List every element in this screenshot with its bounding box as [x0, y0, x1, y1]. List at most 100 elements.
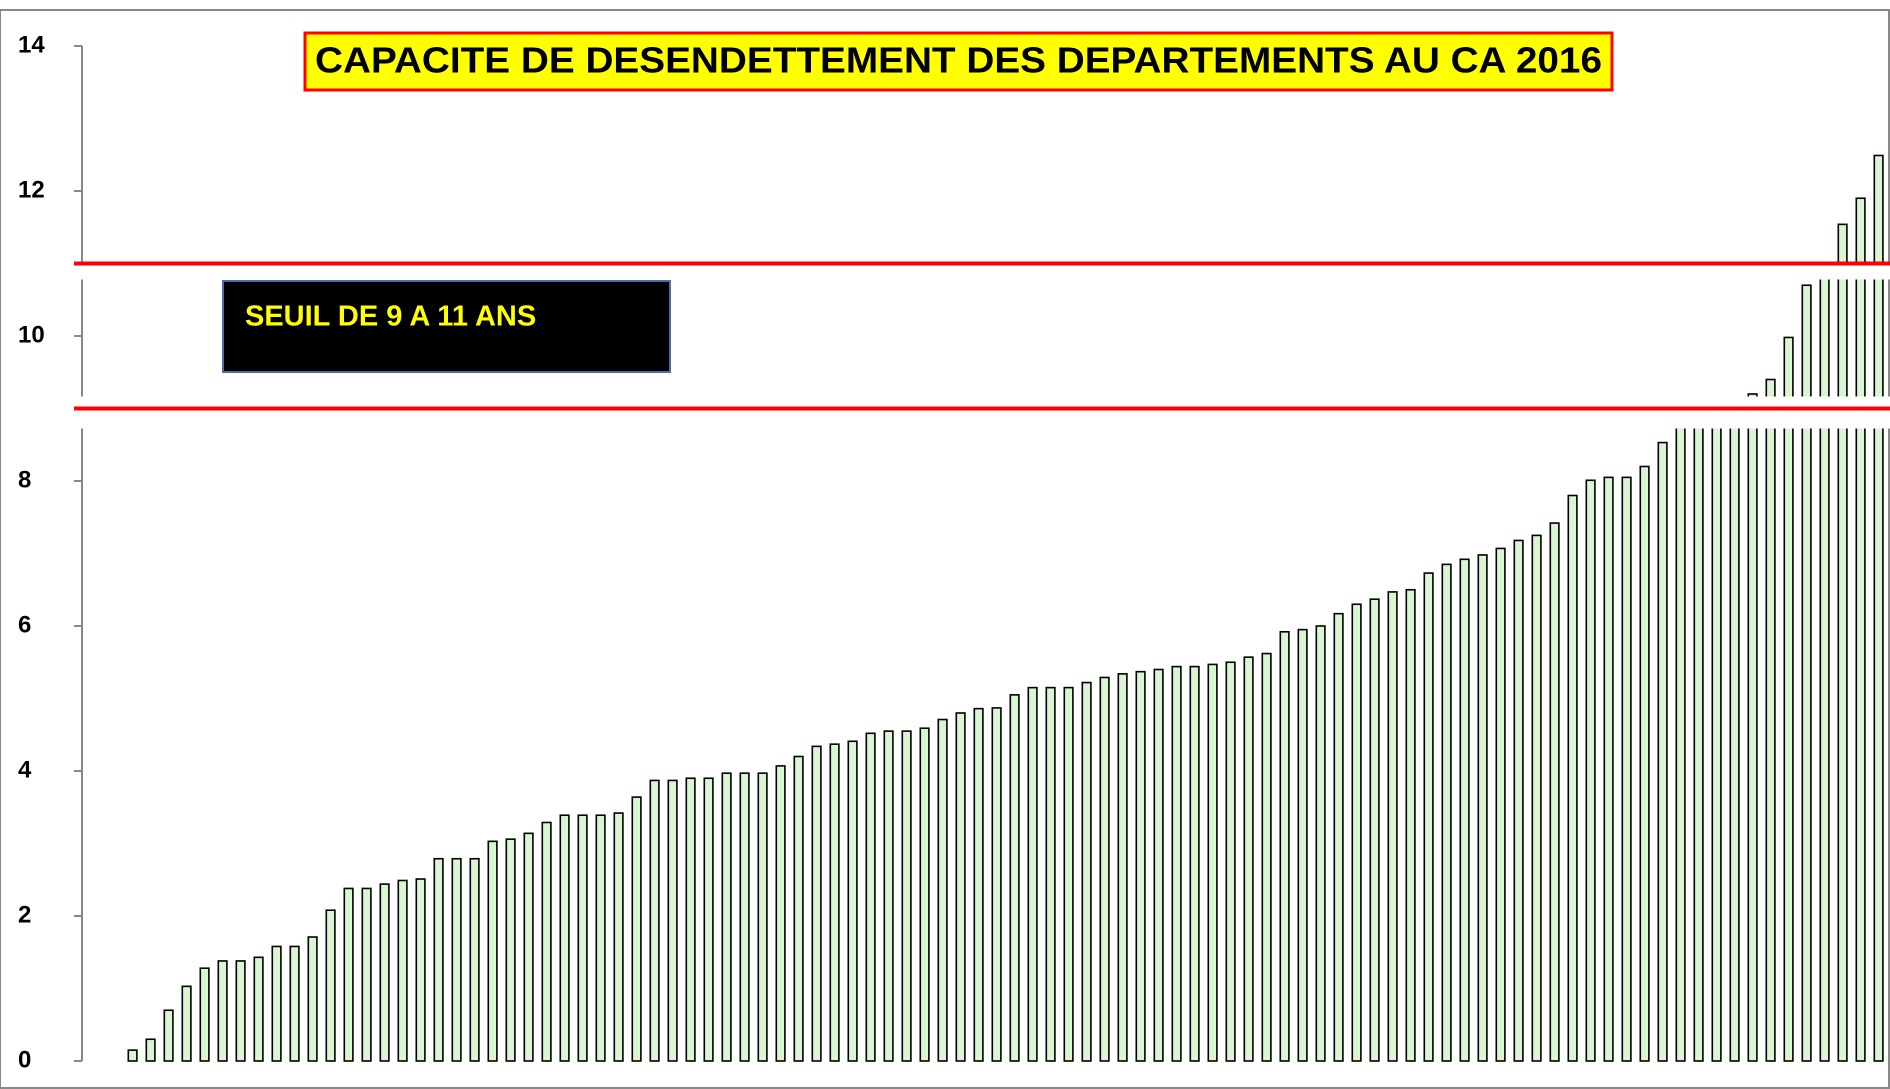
annotation: SEUIL DE 9 A 11 ANS — [245, 301, 536, 333]
bar — [937, 718, 948, 1062]
bar — [631, 796, 642, 1062]
bar — [757, 772, 768, 1062]
bar — [1513, 539, 1524, 1062]
bar — [469, 857, 480, 1062]
bar — [163, 1009, 174, 1062]
bar — [577, 814, 588, 1062]
bar — [865, 732, 876, 1062]
bar — [1423, 572, 1434, 1062]
annotation-box — [222, 280, 671, 373]
bar — [1117, 673, 1128, 1062]
bar — [883, 730, 894, 1062]
bar — [1081, 681, 1092, 1062]
bar — [505, 838, 516, 1062]
bar — [1243, 656, 1254, 1062]
bar — [433, 857, 444, 1062]
y-tick-label: 12 — [18, 176, 45, 203]
bar — [1153, 668, 1164, 1062]
chart-title: CAPACITE DE DESENDETTEMENT DES DEPARTEME… — [315, 40, 1602, 81]
bar — [1171, 665, 1182, 1062]
bar — [1099, 676, 1110, 1062]
bar — [1495, 547, 1506, 1062]
bar — [127, 1049, 138, 1062]
bar — [541, 821, 552, 1062]
bar — [847, 740, 858, 1062]
bar — [1729, 400, 1740, 1062]
bar — [1531, 534, 1542, 1062]
bar — [217, 960, 228, 1062]
bar — [685, 777, 696, 1062]
bar — [253, 956, 264, 1062]
bar — [1855, 197, 1866, 1062]
bar — [1747, 393, 1758, 1062]
gap — [60, 396, 1890, 429]
bar — [595, 814, 606, 1062]
bar — [919, 727, 930, 1062]
bar — [559, 814, 570, 1062]
bar — [1801, 284, 1812, 1062]
bar — [811, 745, 822, 1062]
y-tick-label: 10 — [18, 321, 45, 348]
bar — [1783, 336, 1794, 1062]
bar — [1603, 476, 1614, 1062]
bar — [1063, 686, 1074, 1062]
bar — [325, 909, 336, 1062]
bar — [1333, 612, 1344, 1062]
bar — [649, 779, 660, 1062]
bar — [1765, 378, 1776, 1062]
bar — [1873, 154, 1884, 1062]
bar — [487, 840, 498, 1062]
bar — [1207, 663, 1218, 1062]
bar — [1837, 223, 1848, 1062]
y-tick-label: 8 — [18, 466, 31, 493]
bar — [1135, 670, 1146, 1062]
bar — [1819, 277, 1830, 1062]
bar — [1387, 591, 1398, 1062]
bar — [1567, 494, 1578, 1062]
y-tick-label: 6 — [18, 611, 31, 638]
bar — [1711, 404, 1722, 1062]
bar — [1189, 665, 1200, 1062]
bar — [1675, 414, 1686, 1062]
bar — [613, 812, 624, 1062]
bar — [361, 887, 372, 1062]
bar — [1657, 441, 1668, 1062]
bar — [181, 985, 192, 1062]
bar — [1279, 630, 1290, 1062]
bar — [379, 883, 390, 1062]
bar — [1405, 588, 1416, 1062]
y-tick-label: 14 — [18, 31, 45, 58]
bar — [1045, 686, 1056, 1062]
y-tick-label: 4 — [18, 756, 32, 783]
bar — [1351, 603, 1362, 1062]
bar — [721, 772, 732, 1062]
bar — [1459, 558, 1470, 1062]
bar — [397, 879, 408, 1062]
frame — [0, 9, 1890, 1089]
bar — [1027, 686, 1038, 1062]
bar — [271, 945, 282, 1062]
bar — [667, 779, 678, 1062]
bar — [1225, 661, 1236, 1062]
bar — [1315, 625, 1326, 1062]
bar — [1639, 465, 1650, 1062]
bar — [1261, 652, 1272, 1062]
bar — [523, 832, 534, 1062]
bar — [1585, 479, 1596, 1062]
bar — [973, 707, 984, 1062]
bar — [793, 755, 804, 1062]
bar — [703, 777, 714, 1062]
bar — [235, 960, 246, 1062]
bar — [1477, 554, 1488, 1062]
bar — [1009, 694, 1020, 1062]
bar — [1621, 476, 1632, 1062]
gap — [60, 261, 1890, 280]
bar — [775, 765, 786, 1062]
bar — [1369, 598, 1380, 1062]
y-tick-label: 0 — [18, 1046, 31, 1073]
bar — [991, 707, 1002, 1062]
title-box — [303, 31, 1614, 92]
bar — [1297, 628, 1308, 1062]
bar — [1441, 563, 1452, 1062]
